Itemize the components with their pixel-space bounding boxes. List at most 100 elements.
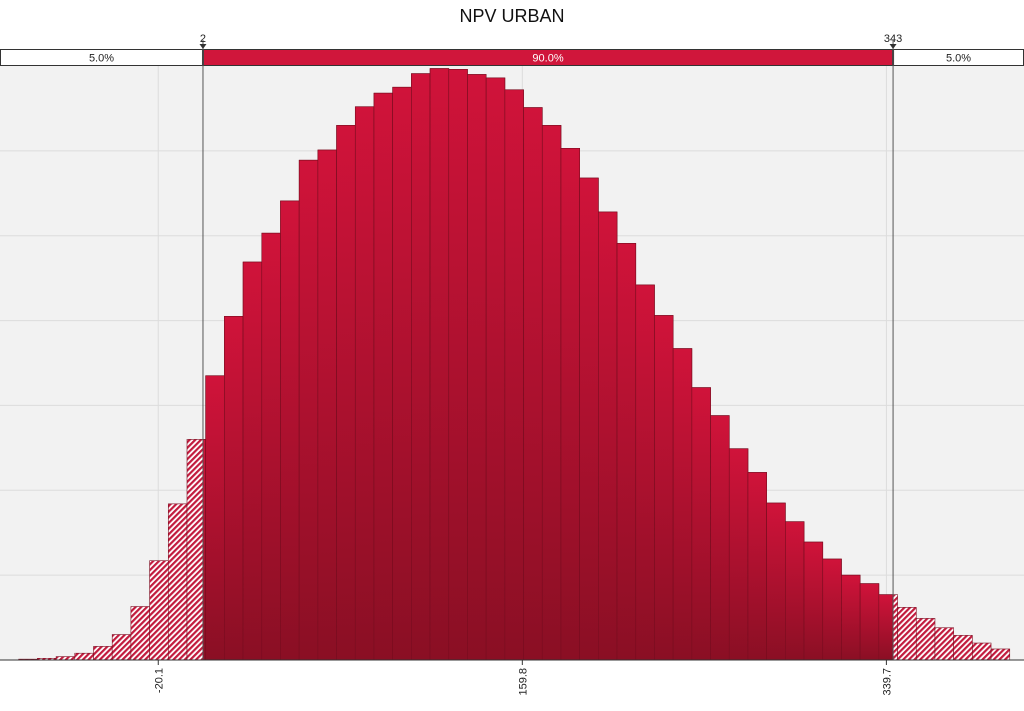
bar-tail-part <box>111 634 132 661</box>
histogram-bar <box>541 125 562 661</box>
histogram-bar <box>598 211 618 661</box>
histogram-bar <box>785 521 805 661</box>
bar-central-part <box>654 315 674 661</box>
histogram-bar <box>691 387 711 661</box>
histogram-bar <box>747 472 767 661</box>
histogram-bar <box>392 86 412 661</box>
bar-central-part <box>467 74 487 661</box>
histogram-bar <box>317 149 337 661</box>
x-axis: -20.1 159.8 339.7 <box>0 659 1024 696</box>
bar-tail-part <box>934 627 954 661</box>
histogram-bar <box>990 648 1011 661</box>
histogram-bar <box>242 261 263 661</box>
histogram-bar <box>822 558 842 661</box>
histogram-bar <box>766 502 786 661</box>
histogram-bar <box>130 606 150 661</box>
histogram-bar <box>934 627 954 661</box>
bar-central-part <box>261 232 281 661</box>
bar-central-part <box>485 77 506 661</box>
bar-tail-part <box>953 635 973 661</box>
bar-tail-part <box>897 607 917 661</box>
histogram-bar <box>205 375 225 661</box>
histogram-bar <box>149 560 169 661</box>
histogram-bar <box>485 77 506 661</box>
bar-central-part <box>785 521 805 661</box>
histogram-bar <box>55 656 76 661</box>
delimiter-marker-left <box>199 44 207 49</box>
bar-central-part <box>579 177 599 661</box>
histogram-bar <box>654 315 674 661</box>
bar-central-part <box>635 284 655 661</box>
histogram-bar <box>878 594 898 661</box>
bar-central-part <box>317 149 337 661</box>
bar-tail-part <box>130 606 150 661</box>
bar-central-part <box>822 558 842 661</box>
bar-central-part <box>766 502 786 661</box>
histogram-bar <box>841 574 861 661</box>
bar-central-part <box>298 159 319 661</box>
bar-tail-part <box>167 503 188 661</box>
x-tick-label: -20.1 <box>153 668 165 693</box>
bar-central-part <box>803 541 824 661</box>
bar-central-part <box>354 106 375 661</box>
histogram-bar <box>336 125 356 661</box>
chart-title: NPV URBAN <box>459 6 565 26</box>
delimiter-lines: 2 343 <box>199 33 902 660</box>
bar-central-part <box>523 107 543 661</box>
band-label: 5.0% <box>89 53 114 65</box>
bar-central-part <box>205 375 225 661</box>
delimiter-value-left: 2 <box>200 33 206 45</box>
histogram-bar <box>859 583 880 661</box>
histogram-bar <box>803 541 824 661</box>
histogram-bar <box>616 243 637 661</box>
histogram-bar <box>298 159 319 661</box>
bar-central-part <box>242 261 263 661</box>
bar-central-part <box>710 415 730 661</box>
band-label: 90.0% <box>532 53 563 65</box>
bar-tail-part <box>972 642 992 661</box>
histogram-bar <box>523 107 543 661</box>
percentile-band: 5.0% 90.0% 5.0% <box>0 49 1024 66</box>
histogram-bar <box>280 200 300 661</box>
histogram-bar <box>560 148 580 661</box>
histogram-bars <box>18 68 1011 661</box>
bar-central-part <box>691 387 711 661</box>
bar-central-part <box>747 472 767 661</box>
bar-central-part <box>672 348 693 661</box>
x-tick-label: 339.7 <box>881 668 893 696</box>
bar-central-part <box>411 73 431 661</box>
histogram-bar <box>710 415 730 661</box>
histogram-bar <box>373 92 393 661</box>
histogram-bar <box>429 68 450 661</box>
bar-central-part <box>448 69 468 661</box>
bar-central-part <box>598 211 618 661</box>
histogram-bar <box>467 74 487 661</box>
histogram-bar <box>261 232 281 661</box>
histogram-bar <box>897 607 917 661</box>
histogram-bar <box>93 646 113 661</box>
histogram-bar <box>111 634 132 661</box>
delimiter-marker-right <box>889 44 897 49</box>
bar-central-part <box>728 448 749 661</box>
bar-tail-part <box>55 656 76 661</box>
bar-central-part <box>878 594 894 661</box>
bar-central-part <box>859 583 880 661</box>
bar-tail-part <box>74 652 94 661</box>
histogram-bar <box>579 177 599 661</box>
histogram-bar <box>74 652 94 661</box>
histogram-bar <box>953 635 973 661</box>
band-label: 5.0% <box>946 53 971 65</box>
histogram-bar <box>224 316 244 661</box>
delimiter-value-right: 343 <box>884 33 902 45</box>
x-tick-label: 159.8 <box>517 668 529 696</box>
bar-central-part <box>280 200 300 661</box>
bar-central-part <box>336 125 356 661</box>
histogram-bar <box>972 642 992 661</box>
histogram-bar <box>167 503 188 661</box>
bar-central-part <box>560 148 580 661</box>
bar-tail-part <box>149 560 169 661</box>
histogram-bar <box>354 106 375 661</box>
bar-central-part <box>616 243 637 661</box>
histogram-bar <box>672 348 693 661</box>
